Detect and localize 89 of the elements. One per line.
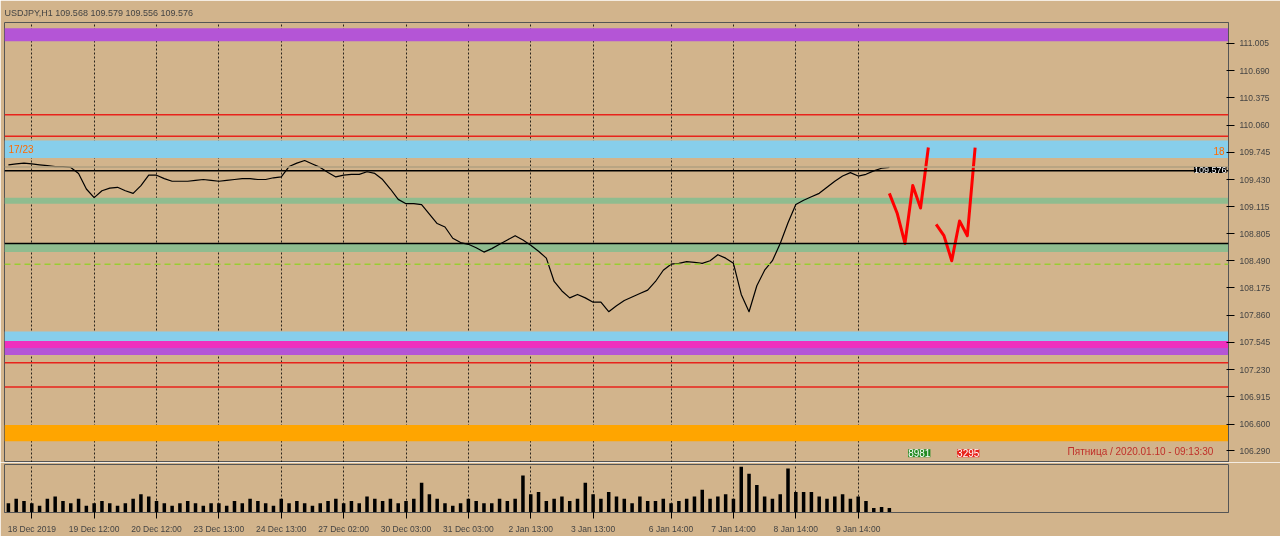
annotation: 17/23 bbox=[8, 143, 34, 155]
bar bbox=[490, 503, 494, 513]
bar bbox=[100, 501, 104, 513]
bar bbox=[131, 498, 135, 513]
x-tick-label: 31 Dec 03:00 bbox=[443, 523, 494, 534]
x-tick-label: 19 Dec 12:00 bbox=[68, 523, 120, 534]
annotation: Пятница / 2020.01.10 - 09:13:30 bbox=[1067, 446, 1214, 458]
bar bbox=[638, 496, 642, 513]
x-tick-label: 24 Dec 13:00 bbox=[255, 523, 307, 534]
x-tick-label: 8 Jan 14:00 bbox=[773, 523, 819, 534]
bar bbox=[833, 496, 837, 513]
y-tick-label: 110.375 bbox=[1239, 92, 1270, 103]
y-tick-label: 106.915 bbox=[1239, 391, 1271, 402]
bar bbox=[521, 475, 525, 513]
bar bbox=[61, 501, 65, 513]
x-tick-label: 2 Jan 13:00 bbox=[508, 523, 554, 534]
y-tick-label: 109.115 bbox=[1239, 201, 1270, 212]
x-tick-label: 30 Dec 03:00 bbox=[380, 523, 432, 534]
bar bbox=[334, 498, 338, 513]
y-tick-label: 107.230 bbox=[1239, 364, 1271, 375]
bar bbox=[53, 496, 57, 513]
bar bbox=[630, 503, 634, 513]
bar bbox=[396, 503, 400, 513]
bar bbox=[817, 496, 821, 513]
bar bbox=[872, 507, 876, 513]
y-tick-label: 109.745 bbox=[1239, 147, 1271, 158]
bar bbox=[739, 466, 743, 513]
bar bbox=[209, 503, 213, 513]
bar bbox=[139, 494, 143, 513]
y-tick-label: 109.430 bbox=[1239, 174, 1271, 185]
x-tick-label: 23 Dec 13:00 bbox=[193, 523, 245, 534]
y-tick-label: 110.690 bbox=[1239, 65, 1270, 76]
y-tick-label: 106.600 bbox=[1239, 419, 1271, 430]
y-tick-label: 106.290 bbox=[1239, 445, 1271, 456]
y-tick-label: 108.805 bbox=[1239, 228, 1271, 239]
bar bbox=[677, 501, 681, 513]
line-series bbox=[887, 146, 930, 245]
bar bbox=[435, 498, 439, 513]
bar bbox=[69, 503, 73, 513]
bar bbox=[778, 494, 782, 513]
chart-title: USDJPY,H1 109.568 109.579 109.556 109.576 bbox=[4, 7, 193, 18]
x-tick-label: 6 Jan 14:00 bbox=[648, 523, 694, 534]
x-tick-label: 20 Dec 12:00 bbox=[131, 523, 183, 534]
bar bbox=[170, 505, 174, 513]
bar bbox=[451, 505, 455, 513]
y-tick-label: 107.860 bbox=[1239, 310, 1271, 321]
x-tick-label: 18 Dec 2019 bbox=[7, 523, 57, 534]
annotation: 18 bbox=[1213, 145, 1225, 157]
bar bbox=[474, 501, 478, 513]
y-tick-label: 110.060 bbox=[1239, 120, 1270, 131]
annotation: 3295 bbox=[957, 448, 980, 460]
bar bbox=[287, 503, 291, 513]
bar bbox=[864, 501, 868, 513]
bar bbox=[443, 503, 447, 513]
bar bbox=[755, 485, 759, 513]
x-tick-label: 7 Jan 14:00 bbox=[711, 523, 756, 534]
y-tick-label: 108.490 bbox=[1239, 255, 1271, 266]
bar bbox=[248, 498, 252, 513]
bar bbox=[22, 501, 26, 513]
bar bbox=[552, 498, 556, 513]
y-tick-label: 108.175 bbox=[1239, 282, 1271, 293]
line-series bbox=[934, 146, 977, 263]
x-tick-label: 3 Jan 13:00 bbox=[570, 523, 616, 534]
bar bbox=[178, 503, 182, 513]
bar bbox=[786, 468, 790, 513]
ref-line-label: 109.576 bbox=[1193, 164, 1227, 175]
bar bbox=[107, 503, 112, 513]
bar bbox=[560, 496, 564, 513]
bar bbox=[412, 498, 416, 513]
annotation: 8981 bbox=[908, 448, 931, 460]
bar bbox=[482, 503, 486, 513]
y-tick-label: 111.005 bbox=[1239, 38, 1270, 49]
bar bbox=[825, 498, 829, 513]
bar bbox=[326, 501, 330, 513]
y-tick-label: 107.545 bbox=[1239, 337, 1271, 348]
x-tick-label: 27 Dec 02:00 bbox=[318, 523, 370, 534]
bar bbox=[708, 498, 712, 513]
bar bbox=[373, 498, 377, 513]
bar bbox=[365, 496, 369, 513]
bar bbox=[318, 503, 322, 513]
bar bbox=[357, 503, 361, 513]
bar bbox=[716, 496, 720, 513]
bar bbox=[295, 501, 299, 513]
x-tick-label: 9 Jan 14:00 bbox=[835, 523, 881, 534]
bar bbox=[599, 498, 603, 513]
bar bbox=[513, 498, 517, 513]
bar bbox=[256, 501, 260, 513]
bar bbox=[14, 498, 18, 513]
bar bbox=[747, 473, 751, 513]
